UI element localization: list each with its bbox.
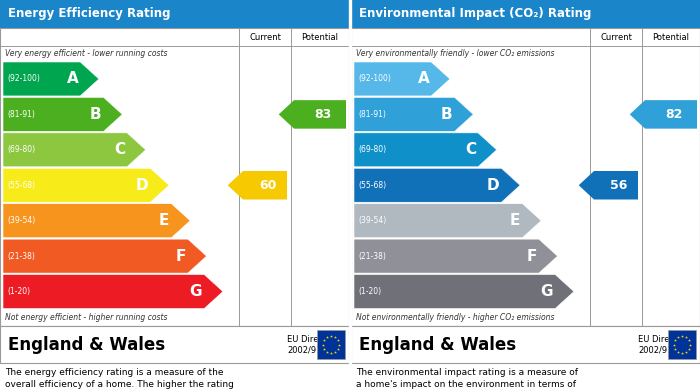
Polygon shape: [3, 274, 223, 308]
Text: 56: 56: [610, 179, 628, 192]
Bar: [317, 330, 345, 359]
Text: Very environmentally friendly - lower CO₂ emissions: Very environmentally friendly - lower CO…: [356, 49, 554, 58]
Text: England & Wales: England & Wales: [8, 335, 165, 353]
Polygon shape: [354, 239, 557, 273]
Text: (92-100): (92-100): [358, 74, 391, 83]
Text: E: E: [510, 213, 521, 228]
Bar: [351, 326, 700, 363]
Text: 82: 82: [665, 108, 682, 121]
Polygon shape: [354, 168, 520, 202]
Text: F: F: [526, 249, 537, 264]
Text: (81-91): (81-91): [358, 110, 386, 119]
Text: A: A: [417, 72, 429, 86]
Text: Current: Current: [249, 32, 281, 41]
Text: Environmental Impact (CO₂) Rating: Environmental Impact (CO₂) Rating: [359, 7, 592, 20]
Polygon shape: [3, 204, 190, 238]
Text: C: C: [465, 142, 476, 157]
Text: (39-54): (39-54): [358, 216, 386, 225]
Text: 83: 83: [314, 108, 332, 121]
Bar: [0, 28, 349, 326]
Text: Current: Current: [600, 32, 632, 41]
Text: (39-54): (39-54): [7, 216, 35, 225]
Text: Potential: Potential: [302, 32, 339, 41]
Polygon shape: [3, 97, 122, 131]
Polygon shape: [354, 133, 497, 167]
Bar: [351, 28, 700, 326]
Polygon shape: [354, 204, 541, 238]
Text: B: B: [90, 107, 101, 122]
Text: D: D: [486, 178, 499, 193]
Polygon shape: [279, 100, 346, 129]
Polygon shape: [228, 171, 287, 199]
Text: EU Directive
2002/91/EC: EU Directive 2002/91/EC: [287, 335, 339, 354]
Polygon shape: [354, 62, 450, 96]
Bar: [668, 330, 696, 359]
Text: (69-80): (69-80): [7, 145, 35, 154]
Text: A: A: [66, 72, 78, 86]
Polygon shape: [354, 274, 574, 308]
Text: Energy Efficiency Rating: Energy Efficiency Rating: [8, 7, 171, 20]
Text: (55-68): (55-68): [7, 181, 35, 190]
Text: 60: 60: [259, 179, 276, 192]
Text: F: F: [176, 249, 186, 264]
Text: Not environmentally friendly - higher CO₂ emissions: Not environmentally friendly - higher CO…: [356, 313, 554, 322]
Polygon shape: [3, 239, 206, 273]
Text: The energy efficiency rating is a measure of the
overall efficiency of a home. T: The energy efficiency rating is a measur…: [5, 368, 234, 391]
Text: Not energy efficient - higher running costs: Not energy efficient - higher running co…: [5, 313, 167, 322]
Text: The environmental impact rating is a measure of
a home's impact on the environme: The environmental impact rating is a mea…: [356, 368, 579, 391]
Text: Very energy efficient - lower running costs: Very energy efficient - lower running co…: [5, 49, 167, 58]
Polygon shape: [3, 133, 146, 167]
Text: (21-38): (21-38): [358, 251, 386, 261]
Text: (69-80): (69-80): [358, 145, 386, 154]
Bar: [351, 0, 700, 28]
Text: (1-20): (1-20): [7, 287, 30, 296]
Bar: [0, 326, 349, 363]
Text: EU Directive
2002/91/EC: EU Directive 2002/91/EC: [638, 335, 690, 354]
Text: Potential: Potential: [652, 32, 690, 41]
Text: C: C: [114, 142, 125, 157]
Text: B: B: [441, 107, 453, 122]
Text: (55-68): (55-68): [358, 181, 386, 190]
Text: E: E: [159, 213, 169, 228]
Text: G: G: [190, 284, 202, 299]
Text: G: G: [540, 284, 553, 299]
Polygon shape: [3, 168, 169, 202]
Polygon shape: [630, 100, 697, 129]
Text: D: D: [136, 178, 148, 193]
Text: (81-91): (81-91): [7, 110, 35, 119]
Text: (21-38): (21-38): [7, 251, 35, 261]
Text: England & Wales: England & Wales: [359, 335, 516, 353]
Polygon shape: [3, 62, 99, 96]
Text: (92-100): (92-100): [7, 74, 40, 83]
Bar: [0, 0, 349, 28]
Polygon shape: [354, 97, 473, 131]
Polygon shape: [579, 171, 638, 199]
Text: (1-20): (1-20): [358, 287, 381, 296]
